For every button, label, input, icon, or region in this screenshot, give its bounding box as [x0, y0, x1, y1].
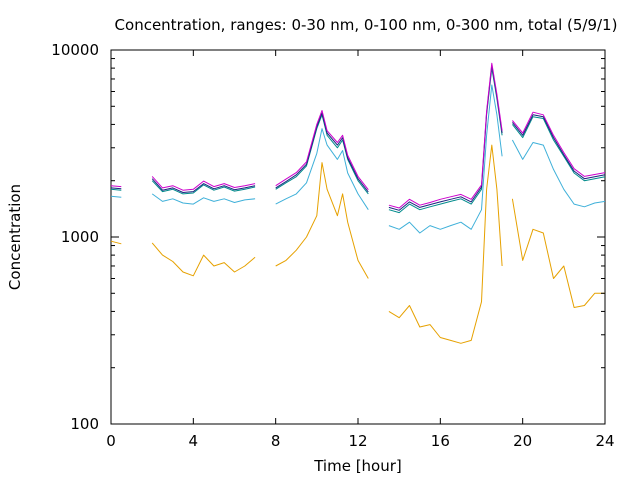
- ticks-layer: 0 4 8 12 16 20 24 100 1000 10000: [51, 41, 614, 450]
- x-tick-label: 0: [106, 432, 116, 450]
- x-axis-label: Time [hour]: [313, 457, 402, 475]
- y-axis-label: Concentration: [6, 184, 24, 290]
- x-tick-label: 4: [189, 432, 199, 450]
- series-line-5: [110, 62, 606, 209]
- x-tick-label: 16: [431, 432, 450, 450]
- series-line-4: [110, 64, 606, 211]
- y-tick-label: 10000: [51, 41, 99, 59]
- series-line-1: [110, 144, 605, 344]
- y-tick-label: 100: [70, 415, 99, 433]
- x-tick-label: 8: [271, 432, 281, 450]
- chart-title: Concentration, ranges: 0-30 nm, 0-100 nm…: [115, 16, 618, 34]
- series-line-2: [110, 84, 606, 234]
- x-tick-label: 12: [348, 432, 367, 450]
- series-line-3: [110, 67, 606, 214]
- x-tick-label: 20: [513, 432, 532, 450]
- y-tick-label: 1000: [61, 228, 99, 246]
- x-tick-label: 24: [595, 432, 614, 450]
- series-layer: [110, 62, 606, 344]
